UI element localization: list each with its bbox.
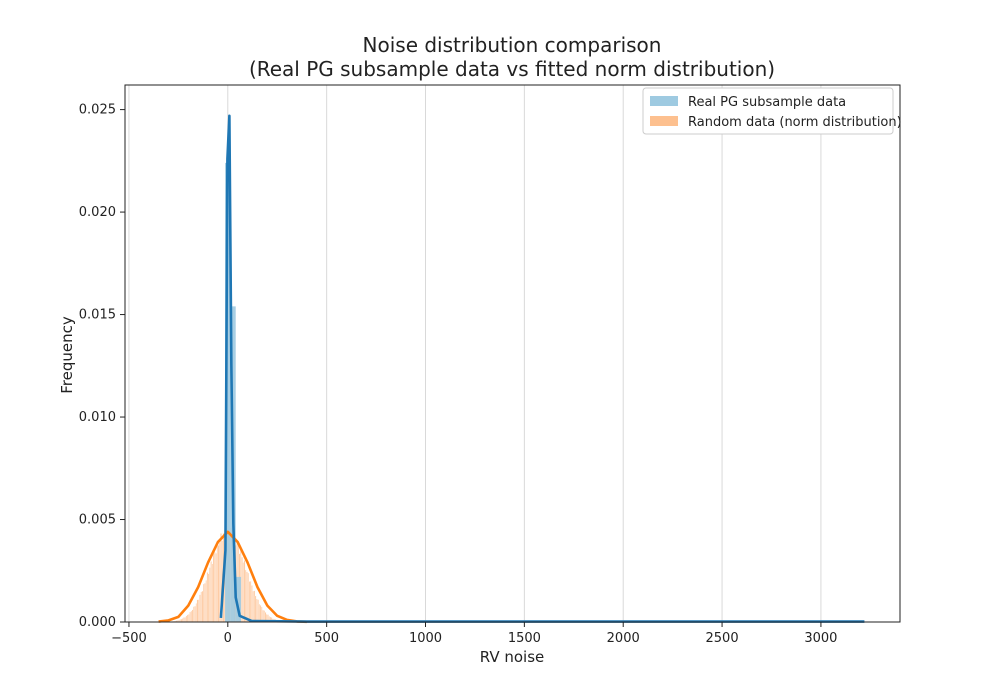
x-tick-label: −500 [111,631,147,646]
random-hist-bar [206,572,209,623]
random-hist-bar [251,585,253,623]
random-hist-bar [253,590,256,623]
y-tick-label: 0.000 [79,615,116,630]
random-hist-bar [205,580,207,623]
x-tick-label: 2500 [706,631,739,646]
y-tick-label: 0.010 [79,410,116,425]
random-hist-bar [193,606,195,623]
random-hist-bar [257,599,259,623]
random-hist-bar [191,609,194,623]
y-tick-label: 0.015 [79,308,116,323]
legend-swatch-random [650,116,678,126]
random-hist-bar [188,614,190,623]
random-hist-bar [248,581,251,623]
random-hist-bar [207,573,210,623]
random-hist-bar [252,590,254,623]
random-hist-bar [256,598,258,623]
random-hist-bar [204,582,206,623]
random-hist-bar [201,590,204,623]
random-hist-bar [242,562,245,623]
x-tick-label: 1500 [508,631,541,646]
legend-box [642,87,894,135]
legend: Real PG subsample data Random data (norm… [642,87,902,135]
random-hist-bar [184,617,186,623]
random-hist-bar [212,553,215,623]
random-hist-bar [259,605,262,623]
y-axis-label: Frequency [58,316,76,394]
random-hist-bar [247,572,249,623]
random-hist-bar [241,556,243,623]
random-hist-bar [199,594,201,623]
random-hist-bar [196,599,199,623]
random-hist-bar [254,595,257,623]
y-tick-label: 0.025 [79,103,116,118]
random-hist-bar [194,605,196,623]
random-hist-bar [216,541,219,623]
real-kde-line [219,114,865,623]
random-hist-bar [246,571,248,623]
real-hist-bar [235,576,242,622]
random-hist-bar [261,606,263,623]
random-hist-bar [183,617,185,623]
random-hist-bar [181,618,184,623]
random-hist-bar [209,567,211,623]
random-hist-bar [200,591,203,623]
x-tick-label: 2000 [607,631,640,646]
y-tick-label: 0.005 [79,513,116,528]
random-hist-bar [243,560,246,623]
random-hist-bar [214,552,216,623]
chart-title-line1: Noise distribution comparison [363,33,662,57]
random-hist-bar [215,552,217,623]
random-hist-bar [249,581,252,623]
random-hist-bar [185,615,188,623]
x-tick-label: 1000 [409,631,442,646]
random-hist-bar [186,614,189,623]
random-hist-bar [211,563,214,623]
plot-frame [124,84,901,623]
legend-label-random: Random data (norm distribution) [688,115,902,130]
chart-title-line2: (Real PG subsample data vs fitted norm d… [249,57,775,81]
random-hist-bar [198,599,200,623]
x-axis-label: RV noise [480,648,545,666]
x-tick-label: 3000 [804,631,837,646]
random-hist-bar [258,603,261,623]
random-hist-bar [244,569,247,623]
random-hist-bar [189,611,191,623]
real-hist-bar [225,162,231,622]
random-hist-bar [190,610,193,623]
x-tick-label: 0 [224,631,232,646]
x-tick-label: 500 [314,631,339,646]
random-hist-bar [217,545,220,623]
random-hist-bar [202,583,205,623]
legend-swatch-real [650,96,678,106]
plot-area: −500 0 500 1000 1500 2000 2500 3000 0.000 0.005 0.… [79,84,901,646]
legend-label-real: Real PG subsample data [688,95,846,110]
random-hist-bar [195,603,198,623]
y-tick-label: 0.020 [79,205,116,220]
random-hist-bar [210,561,212,623]
